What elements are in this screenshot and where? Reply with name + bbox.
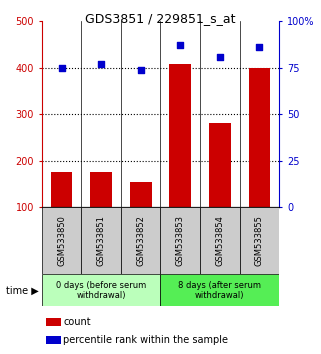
Bar [209,122,231,253]
Text: GSM533850: GSM533850 [57,215,66,266]
Point [99,61,104,67]
Bar [42,207,81,274]
Bar [121,207,160,274]
Bar [130,182,152,253]
Text: GSM533852: GSM533852 [136,215,145,266]
Text: GDS3851 / 229851_s_at: GDS3851 / 229851_s_at [85,12,236,25]
Text: GSM533854: GSM533854 [215,215,224,266]
Bar [51,172,73,253]
Text: count: count [63,317,91,327]
Point [257,45,262,50]
Bar [42,274,160,306]
Bar [248,68,270,253]
Text: GSM533853: GSM533853 [176,215,185,266]
Text: percentile rank within the sample: percentile rank within the sample [63,335,228,345]
Point [217,54,222,59]
Point [178,42,183,48]
Text: GSM533855: GSM533855 [255,215,264,266]
Bar [160,274,279,306]
Bar [160,207,200,274]
Bar [81,207,121,274]
Bar [240,207,279,274]
Text: 8 days (after serum
withdrawal): 8 days (after serum withdrawal) [178,281,261,300]
Bar [47,336,61,344]
Text: time ▶: time ▶ [6,285,39,295]
Point [138,67,143,73]
Bar [200,207,240,274]
Text: 0 days (before serum
withdrawal): 0 days (before serum withdrawal) [56,281,146,300]
Bar [90,172,112,253]
Point [59,65,64,70]
Bar [169,64,191,253]
Bar [47,318,61,326]
Text: GSM533851: GSM533851 [97,215,106,266]
